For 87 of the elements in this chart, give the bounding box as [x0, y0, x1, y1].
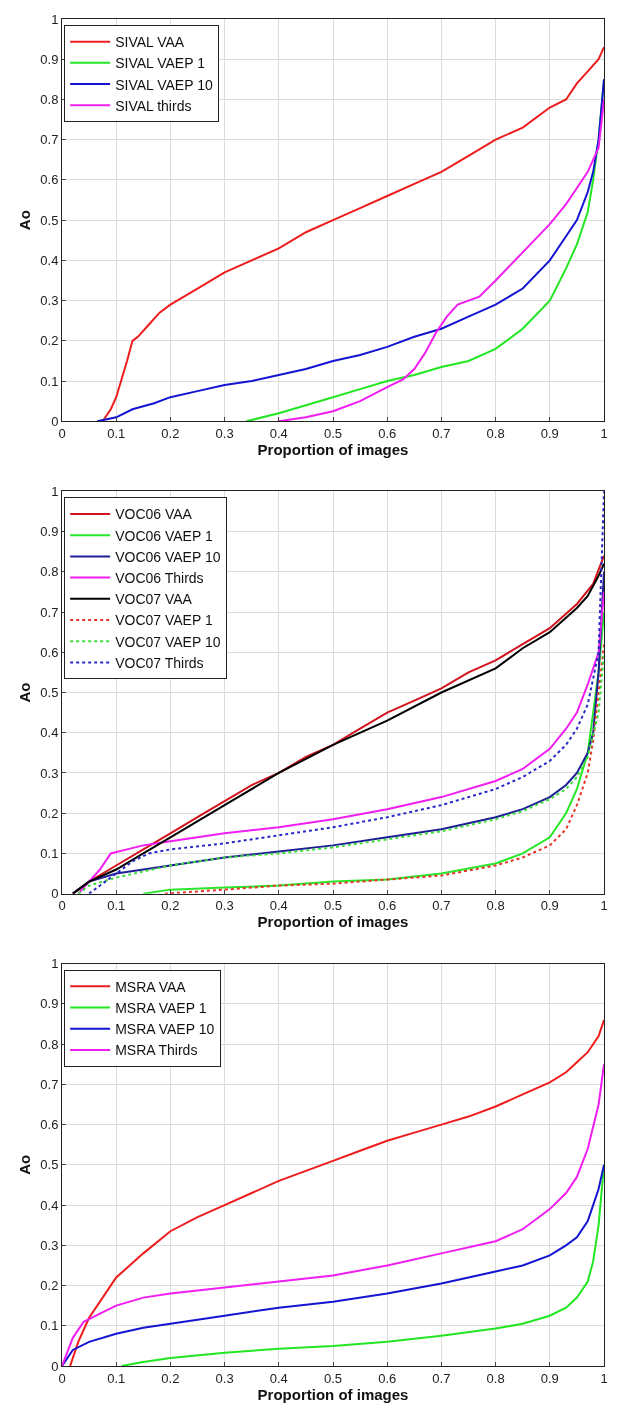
x-tick-label: 1: [600, 425, 608, 441]
x-tick-label: 0.2: [161, 1370, 180, 1386]
x-tick-label: 0.3: [215, 1370, 234, 1386]
y-tick-label: 0.6: [40, 1117, 59, 1133]
y-tick-label: 0.7: [40, 132, 59, 148]
legend-label: MSRA VAA: [115, 978, 187, 995]
y-tick-label: 0.1: [40, 845, 59, 861]
y-axis-title: Ao: [15, 210, 33, 231]
y-tick-label: 0.3: [40, 293, 59, 309]
x-tick-label: 0.3: [215, 425, 234, 441]
x-tick-label: 0.2: [161, 425, 180, 441]
x-tick-label: 0.1: [107, 898, 126, 914]
x-tick-label: 0.1: [107, 425, 126, 441]
x-tick-label: 0.8: [486, 1370, 505, 1386]
x-tick-label: 0.5: [323, 425, 343, 441]
y-axis-title: Ao: [15, 682, 33, 703]
x-tick-label: 0.3: [215, 898, 234, 914]
y-tick-label: 0: [51, 413, 59, 429]
x-tick-label: 0.9: [540, 425, 559, 441]
y-tick-label: 0.2: [40, 333, 59, 349]
y-tick-label: 0.3: [40, 1237, 59, 1253]
x-tick-label: 1: [600, 898, 608, 914]
x-tick-label: 0.6: [378, 1370, 397, 1386]
x-axis-title: Proportion of images: [257, 440, 409, 458]
y-tick-label: 0.5: [40, 212, 59, 228]
line-series: [88, 491, 604, 894]
x-tick-label: 0.5: [323, 1370, 343, 1386]
legend-label: VOC06 VAA: [115, 506, 193, 523]
y-axis-title: Ao: [15, 1154, 33, 1175]
y-tick-label: 0.6: [40, 172, 59, 188]
x-tick-label: 0.7: [432, 898, 451, 914]
x-tick-label: 0.9: [540, 898, 559, 914]
y-tick-label: 0.1: [40, 1318, 59, 1334]
legend-label: VOC06 VAEP 10: [115, 548, 221, 565]
x-tick-label: 0.4: [269, 1370, 288, 1386]
legend-label: SIVAL thirds: [115, 97, 192, 114]
legend-label: MSRA VAEP 1: [115, 999, 207, 1016]
x-tick-label: 0.4: [269, 898, 288, 914]
y-tick-label: 0.9: [40, 996, 59, 1012]
y-tick-label: 0: [51, 1358, 59, 1374]
legend-label: VOC07 VAEP 10: [115, 633, 221, 650]
x-tick-label: 0.2: [161, 898, 180, 914]
y-tick-label: 0.7: [40, 1076, 59, 1092]
y-tick-label: 0.4: [40, 252, 59, 268]
y-tick-label: 0.9: [40, 524, 59, 540]
x-axis-title: Proportion of images: [257, 1385, 409, 1403]
line-series: [77, 651, 604, 894]
y-tick-label: 0.8: [40, 1036, 59, 1052]
y-tick-label: 0.8: [40, 92, 59, 108]
x-tick-label: 0.6: [378, 898, 397, 914]
y-tick-label: 1: [51, 11, 59, 27]
y-tick-label: 1: [51, 483, 59, 499]
y-tick-label: 0.8: [40, 564, 59, 580]
y-tick-label: 0.5: [40, 685, 59, 701]
y-tick-label: 0.9: [40, 51, 59, 67]
x-tick-label: 0.6: [378, 425, 397, 441]
y-tick-label: 0.4: [40, 1197, 59, 1213]
y-tick-label: 0: [51, 886, 59, 902]
y-tick-label: 0.4: [40, 725, 59, 741]
x-tick-label: 0.1: [107, 1370, 126, 1386]
legend-label: VOC06 Thirds: [115, 570, 204, 587]
legend-label: SIVAL VAA: [115, 34, 185, 51]
y-tick-label: 0.2: [40, 1278, 59, 1294]
x-tick-label: 0.8: [486, 425, 505, 441]
legend-label: VOC06 VAEP 1: [115, 527, 213, 544]
x-tick-label: 0.4: [269, 425, 288, 441]
legend-label: VOC07 Thirds: [115, 654, 204, 671]
x-tick-label: 0.5: [323, 898, 343, 914]
legend-label: VOC07 VAA: [115, 591, 193, 608]
x-tick-label: 1: [600, 1370, 608, 1386]
y-tick-label: 0.3: [40, 765, 59, 781]
y-tick-label: 0.1: [40, 373, 59, 389]
y-tick-label: 0.6: [40, 644, 59, 660]
y-tick-label: 0.5: [40, 1157, 59, 1173]
y-tick-label: 0.7: [40, 604, 59, 620]
legend-label: SIVAL VAEP 10: [115, 76, 213, 93]
y-tick-label: 0.2: [40, 805, 59, 821]
x-tick-label: 0.9: [540, 1370, 559, 1386]
legend-label: MSRA VAEP 10: [115, 1021, 215, 1038]
x-axis-title: Proportion of images: [257, 913, 409, 931]
y-tick-label: 1: [51, 956, 59, 972]
legend-label: SIVAL VAEP 1: [115, 55, 206, 72]
legend-label: VOC07 VAEP 1: [115, 612, 213, 629]
x-tick-label: 0.7: [432, 1370, 451, 1386]
x-tick-label: 0.8: [486, 898, 505, 914]
x-tick-label: 0.7: [432, 425, 451, 441]
legend-label: MSRA Thirds: [115, 1042, 198, 1059]
